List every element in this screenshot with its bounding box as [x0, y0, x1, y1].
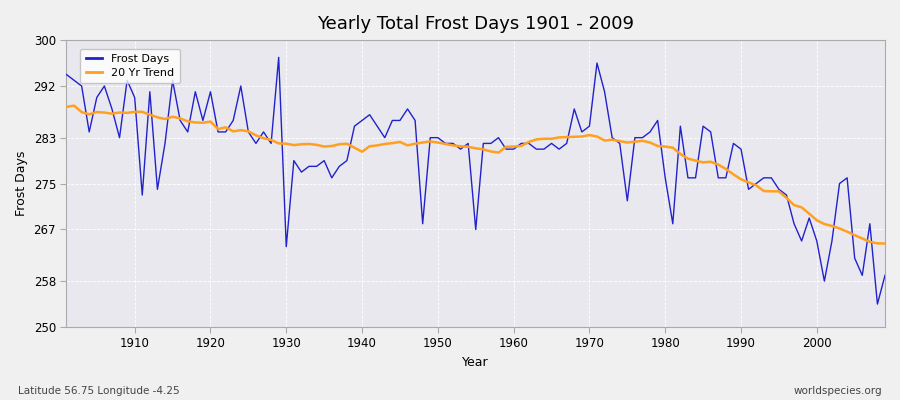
Legend: Frost Days, 20 Yr Trend: Frost Days, 20 Yr Trend [80, 48, 180, 83]
Text: Latitude 56.75 Longitude -4.25: Latitude 56.75 Longitude -4.25 [18, 386, 180, 396]
Y-axis label: Frost Days: Frost Days [15, 151, 28, 216]
X-axis label: Year: Year [463, 356, 489, 369]
Text: worldspecies.org: worldspecies.org [794, 386, 882, 396]
Title: Yearly Total Frost Days 1901 - 2009: Yearly Total Frost Days 1901 - 2009 [317, 15, 634, 33]
